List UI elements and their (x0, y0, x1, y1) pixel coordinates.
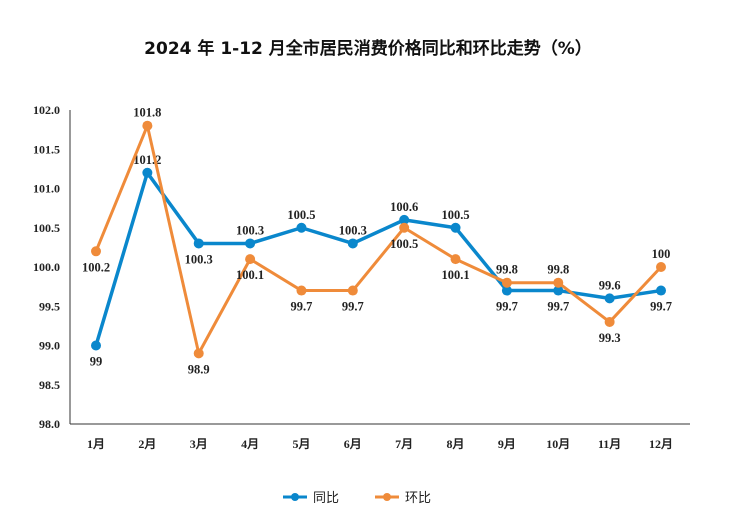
y-tick-label: 100.0 (33, 260, 60, 274)
data-label: 98.9 (188, 362, 210, 376)
data-point (347, 285, 358, 296)
data-label: 100.3 (185, 252, 213, 266)
data-label: 100.3 (339, 223, 367, 237)
y-tick-label: 99.0 (39, 339, 60, 353)
chart-title: 2024 年 1-12 月全市居民消费价格同比和环比走势（%） (144, 38, 592, 59)
data-point (604, 316, 615, 327)
data-point (193, 238, 204, 249)
data-point (347, 238, 358, 249)
data-label: 100 (652, 247, 671, 261)
data-point (656, 262, 666, 272)
data-label: 100.3 (236, 223, 264, 237)
data-label: 99.8 (496, 263, 518, 277)
x-tick-label: 10月 (546, 437, 570, 451)
legend-label: 环比 (405, 491, 431, 506)
data-label: 99.8 (547, 263, 569, 277)
x-tick-label: 7月 (395, 437, 413, 451)
x-tick-label: 9月 (498, 437, 516, 451)
data-point (501, 285, 512, 296)
data-label: 100.6 (390, 200, 418, 214)
x-tick-label: 11月 (598, 437, 621, 451)
data-point (604, 293, 615, 304)
data-point (399, 214, 410, 225)
y-tick-label: 98.0 (39, 417, 60, 431)
data-point (142, 120, 153, 131)
data-point (656, 285, 666, 296)
x-tick-label: 4月 (241, 437, 259, 451)
data-label: 99.7 (547, 300, 569, 314)
y-tick-label: 98.5 (39, 378, 60, 392)
legend-marker (291, 493, 299, 501)
data-label: 99.6 (599, 278, 621, 292)
data-point (91, 246, 101, 257)
y-tick-label: 99.5 (39, 299, 60, 313)
legend-label: 同比 (313, 491, 339, 506)
y-tick-label: 101.0 (33, 182, 60, 196)
x-tick-label: 1月 (87, 437, 105, 451)
series-mom: 100.2 101.8 98.9 100.1 99.7 99.7 100.5 100.1 99.… (82, 106, 670, 377)
data-point (296, 285, 307, 296)
data-label: 100.1 (441, 268, 469, 282)
data-point (450, 254, 461, 265)
x-tick-label: 3月 (190, 437, 208, 451)
series-line (94, 124, 663, 355)
data-point (553, 277, 564, 288)
data-point (399, 222, 410, 233)
data-label: 99.7 (496, 300, 518, 314)
x-tick-label: 2月 (138, 437, 156, 451)
x-tick-label: 8月 (447, 437, 465, 451)
data-point (501, 277, 512, 288)
data-point (450, 222, 461, 233)
data-label: 99.7 (342, 300, 364, 314)
data-point (91, 340, 101, 351)
data-label: 99.7 (291, 300, 313, 314)
legend: 同比 环比 (283, 491, 431, 506)
data-point (245, 254, 256, 265)
data-point (553, 285, 564, 296)
data-label: 100.5 (287, 208, 315, 222)
data-point (193, 348, 204, 359)
data-label: 99.7 (650, 300, 672, 314)
x-tick-label: 12月 (649, 437, 673, 451)
x-tick-label: 5月 (292, 437, 310, 451)
y-tick-label: 102.0 (33, 103, 60, 117)
data-label: 99.3 (599, 331, 621, 345)
y-tick-label: 101.5 (33, 142, 60, 156)
data-point (296, 222, 307, 233)
series-yoy: 99101.2100.3100.3100.5100.3100.6100.599.… (90, 153, 672, 369)
data-label: 100.1 (236, 268, 264, 282)
data-label: 99 (90, 355, 103, 369)
data-point (142, 167, 153, 178)
series-line (94, 171, 662, 346)
data-label: 100.5 (390, 237, 418, 251)
data-label: 100.2 (82, 260, 110, 274)
legend-marker (383, 493, 391, 501)
data-point (245, 238, 256, 249)
y-tick-label: 100.5 (33, 221, 60, 235)
data-label: 100.5 (441, 208, 469, 222)
data-label: 101.8 (133, 106, 161, 120)
x-tick-label: 6月 (344, 437, 362, 451)
